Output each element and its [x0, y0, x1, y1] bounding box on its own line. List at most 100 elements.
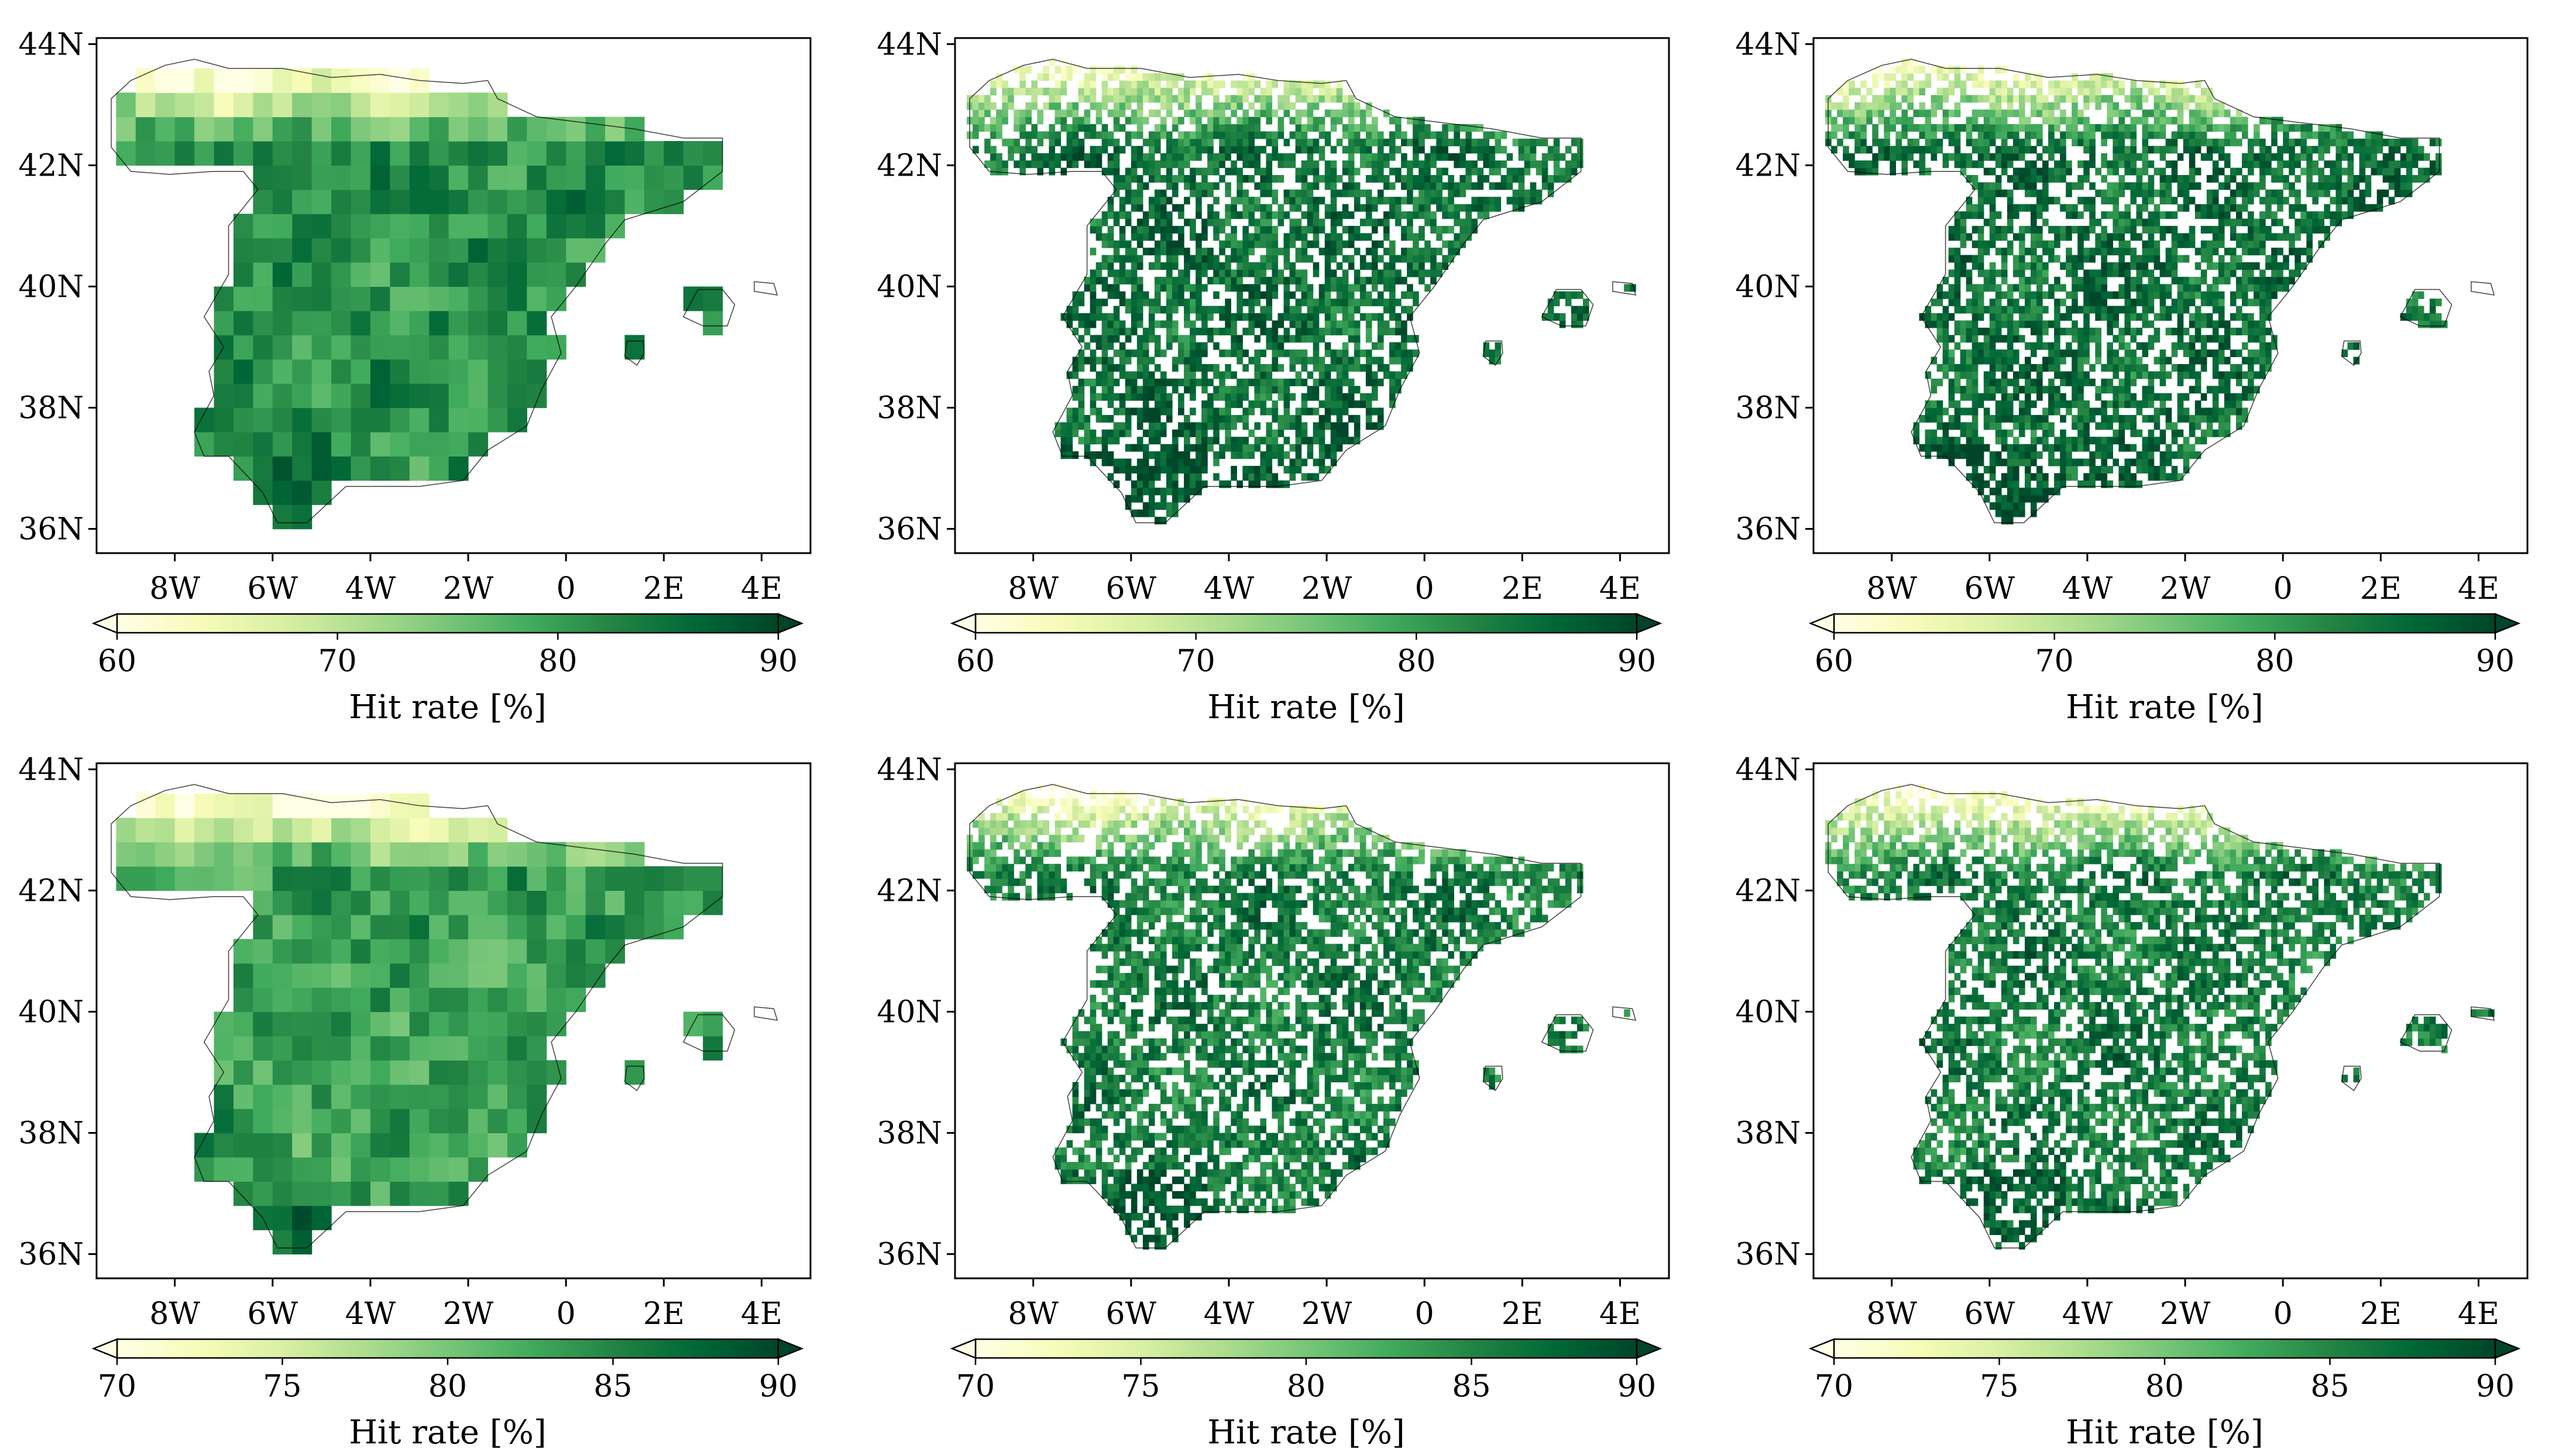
heatmap-cell — [1178, 393, 1184, 401]
heatmap-cell — [1330, 327, 1337, 335]
heatmap-cell — [2048, 240, 2055, 248]
heatmap-cell — [1553, 167, 1560, 176]
heatmap-cell — [1365, 349, 1372, 358]
heatmap-cell — [1131, 480, 1138, 488]
heatmap-cell — [2066, 248, 2072, 256]
heatmap-cell — [2130, 189, 2137, 197]
heatmap-cell — [1060, 153, 1067, 161]
heatmap-cell — [1465, 211, 1472, 219]
heatmap-cell — [2012, 182, 2019, 190]
heatmap-cell — [1136, 73, 1143, 81]
heatmap-cell — [1995, 363, 2002, 372]
heatmap-cell — [1401, 225, 1407, 234]
heatmap-cell — [1966, 378, 1973, 386]
heatmap-cell — [2165, 225, 2172, 234]
heatmap-cell — [1383, 262, 1390, 270]
heatmap-cell — [2200, 349, 2207, 358]
heatmap-cell — [2177, 131, 2184, 139]
heatmap-cell — [1954, 73, 1961, 81]
heatmap-cell — [2077, 306, 2084, 314]
heatmap-cell — [585, 189, 606, 214]
heatmap-cell — [1178, 335, 1184, 343]
heatmap-cell — [2054, 87, 2060, 95]
heatmap-cell — [1576, 138, 1584, 146]
heatmap-cell — [1377, 414, 1384, 423]
heatmap-cell — [2018, 488, 2025, 496]
heatmap-cell — [527, 286, 547, 311]
heatmap-cell — [1248, 197, 1255, 205]
heatmap-cell — [1925, 306, 1932, 314]
heatmap-cell — [2083, 276, 2090, 284]
heatmap-cell — [1166, 313, 1173, 321]
axes-frame — [954, 37, 1670, 554]
heatmap-cell — [1125, 386, 1132, 394]
heatmap-cell — [1313, 218, 1320, 227]
heatmap-cell — [1983, 356, 1990, 365]
heatmap-cell — [1430, 189, 1437, 197]
heatmap-cell — [1084, 320, 1091, 328]
heatmap-cell — [390, 92, 410, 118]
heatmap-cell — [1837, 109, 1843, 118]
heatmap-cell — [2054, 363, 2060, 372]
heatmap-cell — [1072, 313, 1079, 321]
heatmap-cell — [1148, 95, 1155, 103]
heatmap-cell — [2077, 174, 2084, 183]
heatmap-cell — [1025, 138, 1032, 146]
heatmap-cell — [1166, 342, 1173, 350]
heatmap-cell — [2024, 480, 2031, 488]
heatmap-cell — [1318, 218, 1325, 227]
heatmap-cell — [1002, 95, 1008, 103]
heatmap-cell — [1019, 116, 1026, 125]
heatmap-cell — [390, 335, 410, 360]
heatmap-cell — [1401, 349, 1407, 358]
heatmap-cell — [1101, 320, 1108, 328]
heatmap-cell — [1196, 131, 1202, 139]
heatmap-cell — [1237, 167, 1243, 176]
heatmap-cell — [1301, 87, 1308, 95]
heatmap-cell — [2042, 327, 2049, 335]
heatmap-cell — [1407, 291, 1413, 299]
heatmap-cell — [448, 214, 469, 239]
heatmap-cell — [1231, 414, 1237, 423]
heatmap-cell — [507, 141, 527, 166]
heatmap-cell — [2060, 87, 2066, 95]
heatmap-cell — [2077, 429, 2084, 437]
heatmap-cell — [1113, 465, 1120, 474]
heatmap-cell — [1084, 80, 1091, 88]
heatmap-cell — [1283, 197, 1290, 205]
heatmap-cell — [1541, 153, 1548, 161]
heatmap-cell — [1131, 378, 1138, 386]
heatmap-cell — [1925, 451, 1932, 459]
heatmap-cell — [2054, 167, 2060, 176]
heatmap-cell — [1201, 124, 1208, 132]
heatmap-cell — [2012, 488, 2019, 496]
heatmap-cell — [2118, 414, 2125, 423]
heatmap-cell — [2148, 211, 2155, 219]
heatmap-cell — [1107, 225, 1114, 234]
heatmap-cell — [1148, 262, 1155, 270]
heatmap-cell — [1919, 80, 1926, 88]
heatmap-cell — [585, 214, 606, 239]
heatmap-cell — [507, 359, 527, 384]
heatmap-cell — [1107, 73, 1114, 81]
heatmap-cell — [1101, 378, 1108, 386]
heatmap-cell — [1213, 233, 1220, 241]
heatmap-cell — [1854, 102, 1861, 110]
heatmap-cell — [2072, 306, 2078, 314]
heatmap-cell — [1395, 378, 1402, 386]
heatmap-cell — [1166, 480, 1173, 488]
heatmap-cell — [1837, 87, 1843, 95]
heatmap-cell — [1266, 429, 1273, 437]
heatmap-cell — [1289, 160, 1296, 169]
heatmap-cell — [1377, 138, 1384, 146]
heatmap-cell — [1201, 327, 1208, 335]
heatmap-cell — [1324, 174, 1331, 183]
heatmap-cell — [1072, 371, 1079, 379]
heatmap-cell — [1266, 386, 1273, 394]
heatmap-cell — [2130, 284, 2137, 292]
heatmap-cell — [1389, 276, 1396, 284]
heatmap-cell — [1219, 378, 1225, 386]
heatmap-cell — [2206, 240, 2213, 248]
heatmap-cell — [1248, 444, 1255, 452]
heatmap-cell — [2101, 131, 2107, 139]
